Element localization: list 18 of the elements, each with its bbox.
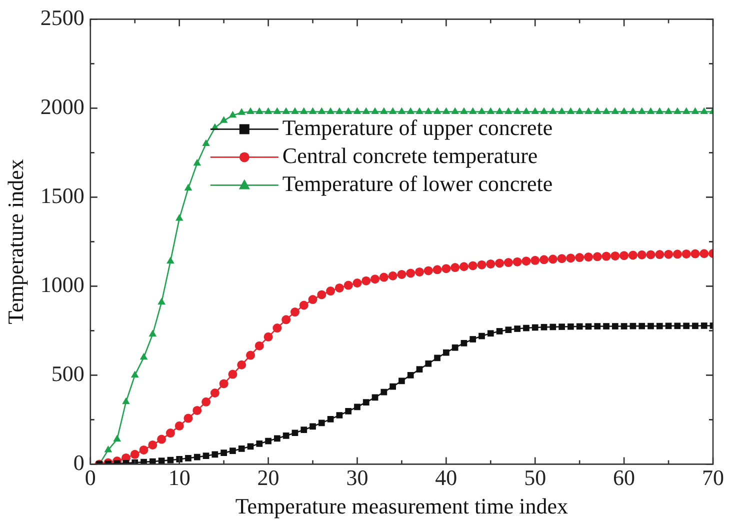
x-tick-label: 20 [257,465,280,490]
legend-label: Temperature of lower concrete [282,170,553,196]
legend-label: Central concrete temperature [282,142,538,168]
legend-label: Temperature of upper concrete [282,114,553,140]
x-tick-label: 40 [435,465,458,490]
y-tick-label: 2000 [40,94,84,119]
y-tick-label: 1000 [40,272,84,297]
x-tick-label: 70 [702,465,724,490]
x-axis-title: Temperature measurement time index [235,494,568,519]
y-tick-label: 500 [51,360,84,386]
x-tick-label: 30 [346,465,368,490]
x-tick-label: 10 [168,465,190,490]
y-tick-label: 1500 [40,182,84,208]
x-tick-label: 60 [613,465,636,490]
x-tick-label: 50 [524,465,546,490]
y-axis-title: Temperature index [2,159,28,324]
y-tick-label: 0 [73,450,84,475]
y-tick-label: 2500 [40,4,84,30]
